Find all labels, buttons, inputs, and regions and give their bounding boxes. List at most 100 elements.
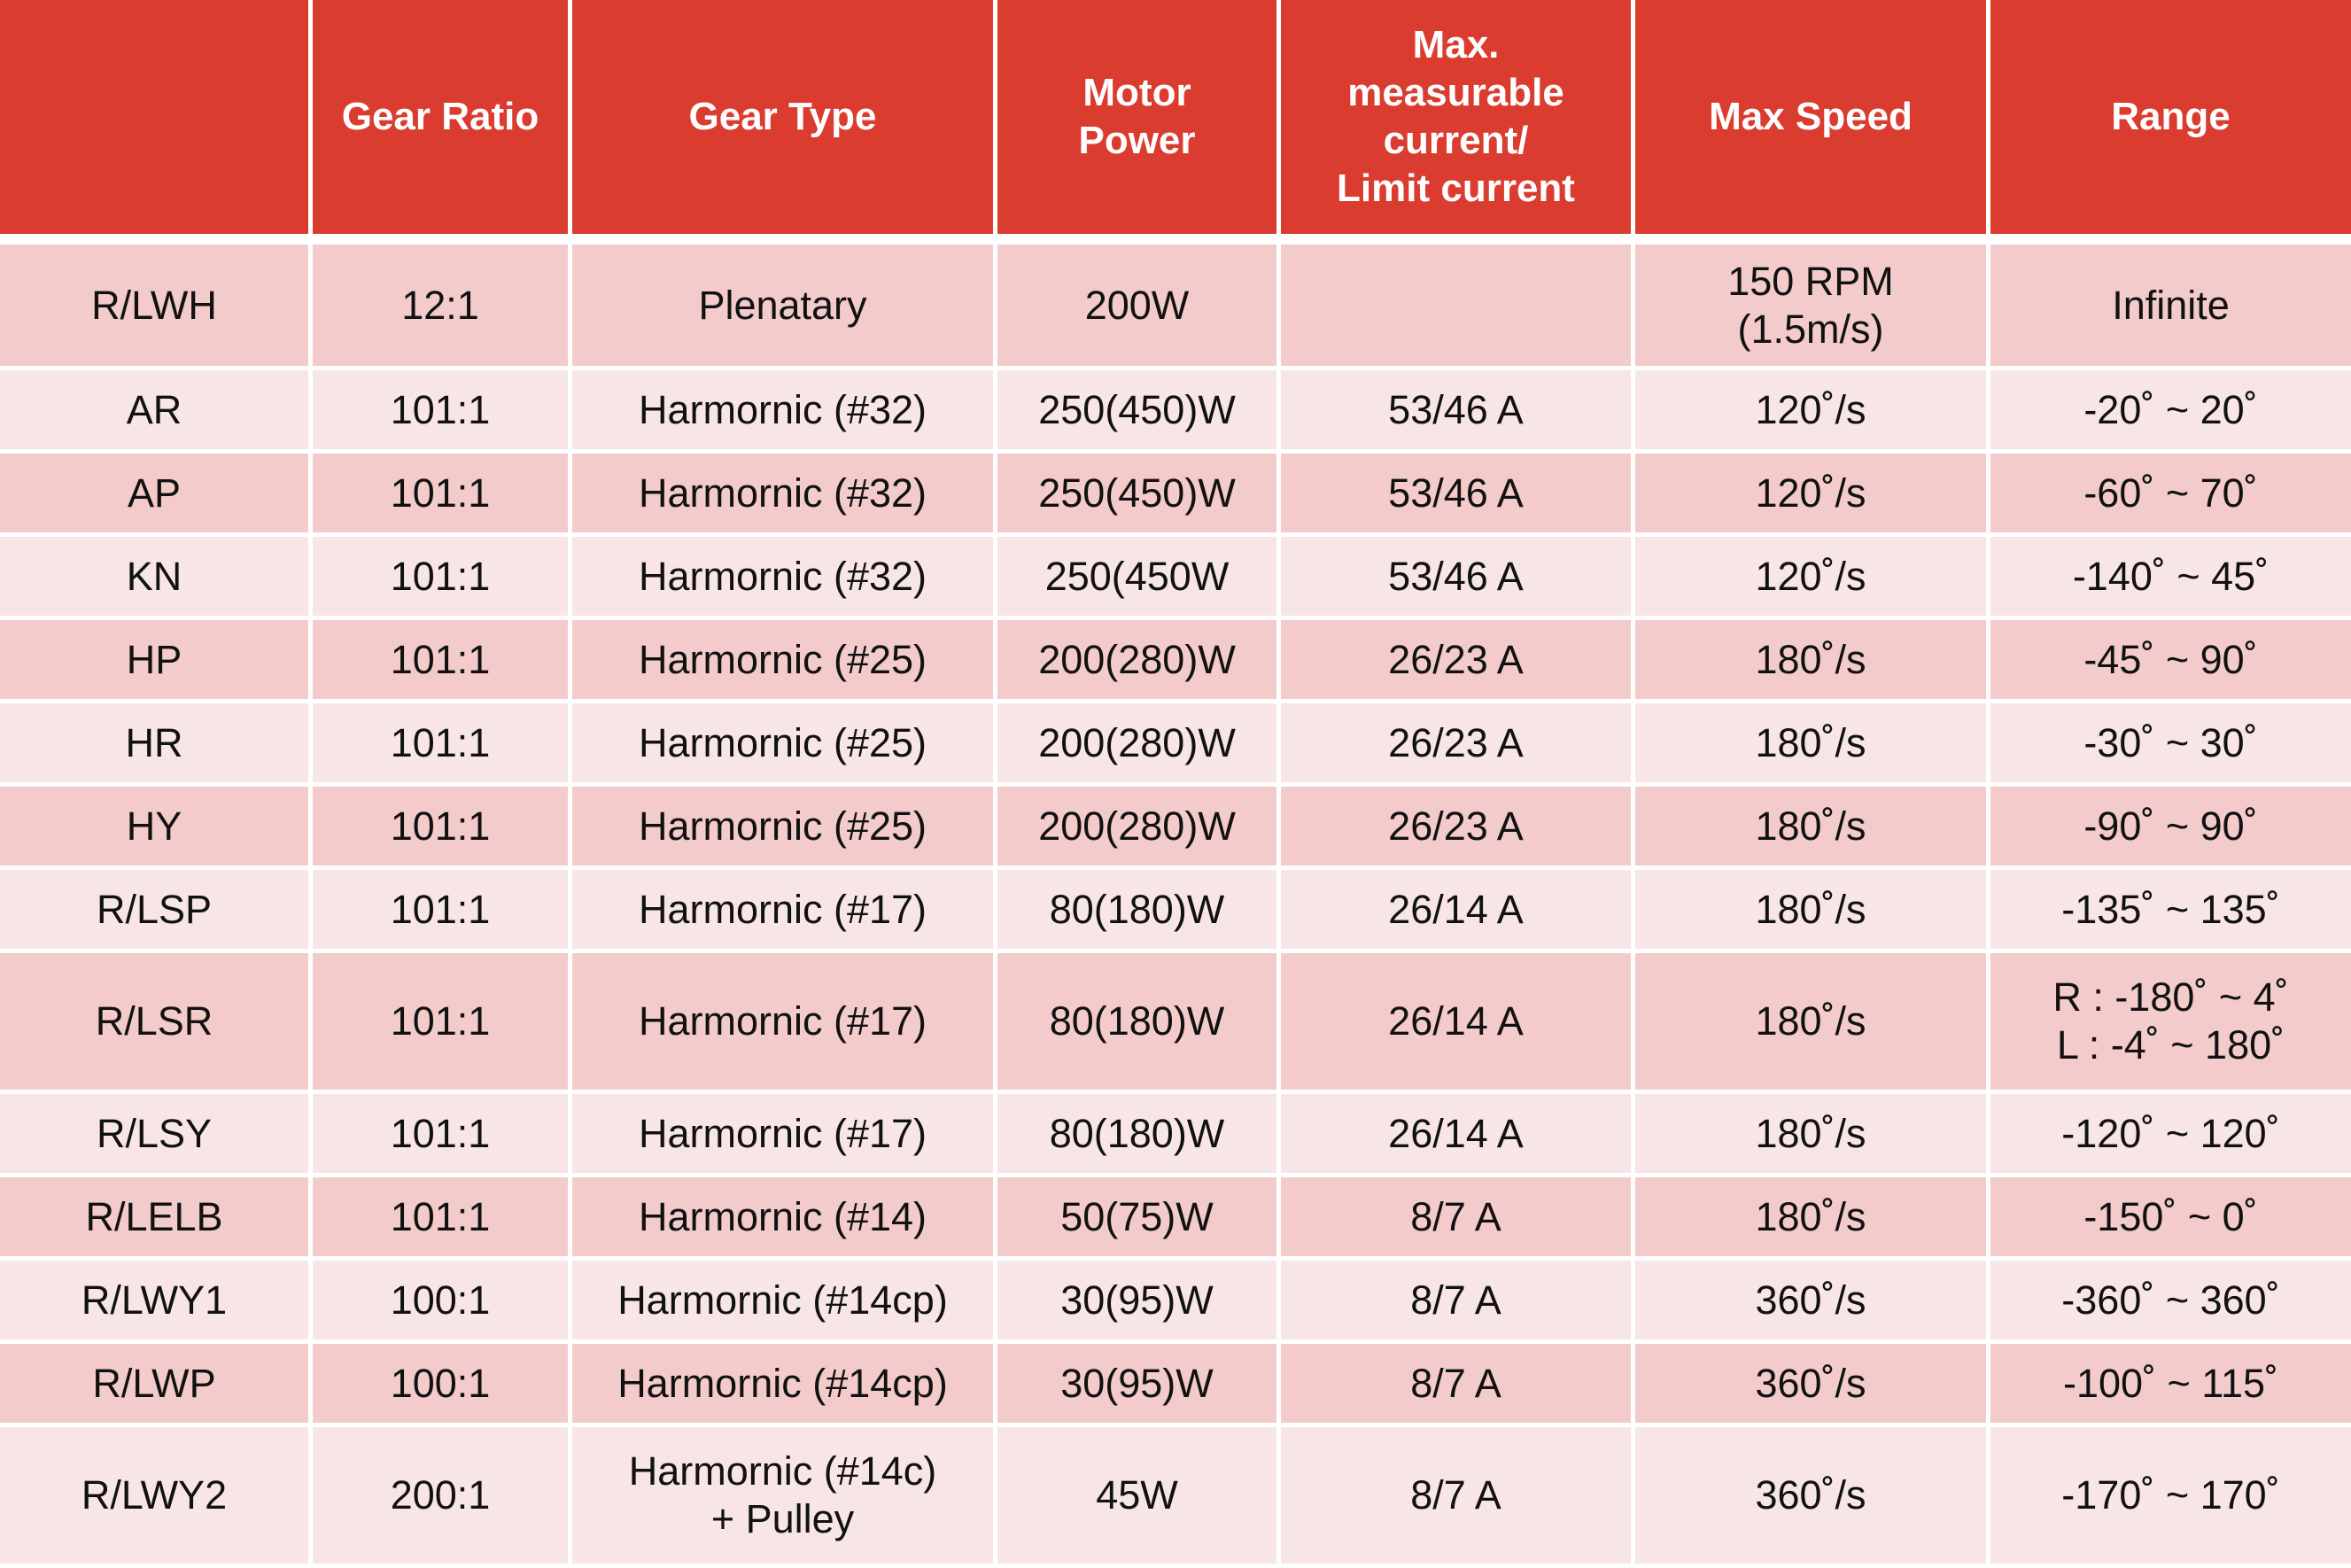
cell-range: -30˚ ~ 30˚ bbox=[1990, 703, 2351, 787]
cell-gear-ratio: 100:1 bbox=[313, 1261, 572, 1344]
cell-range: Infinite bbox=[1990, 245, 2351, 370]
table-row: R/LSP 101:1 Harmornic (#17) 80(180)W 26/14 A… bbox=[0, 870, 2351, 953]
table-row: HP 101:1 Harmornic (#25) 200(280)W 26/23 A 18… bbox=[0, 620, 2351, 703]
header-range: Range bbox=[1990, 0, 2351, 245]
header-joint bbox=[0, 0, 313, 245]
cell-range: R : -180˚ ~ 4˚ L : -4˚ ~ 180˚ bbox=[1990, 953, 2351, 1094]
cell-current: 26/23 A bbox=[1281, 620, 1635, 703]
cell-max-speed: 360˚/s bbox=[1635, 1427, 1990, 1568]
cell-joint: R/LSY bbox=[0, 1094, 313, 1177]
cell-gear-ratio: 100:1 bbox=[313, 1344, 572, 1427]
cell-gear-type: Harmornic (#14cp) bbox=[572, 1344, 997, 1427]
cell-gear-ratio: 101:1 bbox=[313, 454, 572, 537]
cell-range: -360˚ ~ 360˚ bbox=[1990, 1261, 2351, 1344]
table-row: R/LWY2 200:1 Harmornic (#14c) + Pulley 45W 8… bbox=[0, 1427, 2351, 1568]
cell-gear-ratio: 101:1 bbox=[313, 370, 572, 454]
cell-gear-type: Harmornic (#32) bbox=[572, 454, 997, 537]
cell-range: -100˚ ~ 115˚ bbox=[1990, 1344, 2351, 1427]
table-header: Gear Ratio Gear Type Motor Power Max. measu… bbox=[0, 0, 2351, 245]
header-motor-power: Motor Power bbox=[997, 0, 1281, 245]
cell-joint: HR bbox=[0, 703, 313, 787]
cell-gear-type: Plenatary bbox=[572, 245, 997, 370]
cell-motor-power: 30(95)W bbox=[997, 1344, 1281, 1427]
cell-current: 8/7 A bbox=[1281, 1427, 1635, 1568]
cell-joint: AP bbox=[0, 454, 313, 537]
cell-current: 8/7 A bbox=[1281, 1261, 1635, 1344]
cell-range: -20˚ ~ 20˚ bbox=[1990, 370, 2351, 454]
cell-range: -60˚ ~ 70˚ bbox=[1990, 454, 2351, 537]
cell-gear-type: Harmornic (#32) bbox=[572, 370, 997, 454]
header-gear-ratio: Gear Ratio bbox=[313, 0, 572, 245]
cell-motor-power: 250(450)W bbox=[997, 454, 1281, 537]
cell-current: 26/23 A bbox=[1281, 703, 1635, 787]
table-row: HY 101:1 Harmornic (#25) 200(280)W 26/23 A 18… bbox=[0, 787, 2351, 870]
header-max-speed: Max Speed bbox=[1635, 0, 1990, 245]
cell-motor-power: 50(75)W bbox=[997, 1177, 1281, 1261]
table-body: R/LWH 12:1 Plenatary 200W 150 RPM (1.5m/s) In… bbox=[0, 245, 2351, 1568]
table-row: AP 101:1 Harmornic (#32) 250(450)W 53/46 A 12… bbox=[0, 454, 2351, 537]
cell-motor-power: 30(95)W bbox=[997, 1261, 1281, 1344]
cell-current: 26/14 A bbox=[1281, 870, 1635, 953]
cell-joint: R/LWP bbox=[0, 1344, 313, 1427]
cell-max-speed: 360˚/s bbox=[1635, 1344, 1990, 1427]
cell-current bbox=[1281, 245, 1635, 370]
cell-joint: R/LSR bbox=[0, 953, 313, 1094]
cell-gear-ratio: 12:1 bbox=[313, 245, 572, 370]
cell-joint: R/LWY1 bbox=[0, 1261, 313, 1344]
cell-current: 53/46 A bbox=[1281, 370, 1635, 454]
cell-gear-type: Harmornic (#25) bbox=[572, 703, 997, 787]
cell-max-speed: 150 RPM (1.5m/s) bbox=[1635, 245, 1990, 370]
cell-motor-power: 45W bbox=[997, 1427, 1281, 1568]
cell-current: 53/46 A bbox=[1281, 537, 1635, 620]
cell-max-speed: 360˚/s bbox=[1635, 1261, 1990, 1344]
cell-joint: R/LWY2 bbox=[0, 1427, 313, 1568]
cell-motor-power: 200(280)W bbox=[997, 787, 1281, 870]
cell-max-speed: 180˚/s bbox=[1635, 787, 1990, 870]
cell-current: 8/7 A bbox=[1281, 1344, 1635, 1427]
cell-motor-power: 80(180)W bbox=[997, 953, 1281, 1094]
cell-max-speed: 180˚/s bbox=[1635, 953, 1990, 1094]
header-current: Max. measurable current/ Limit current bbox=[1281, 0, 1635, 245]
cell-gear-type: Harmornic (#14cp) bbox=[572, 1261, 997, 1344]
cell-range: -120˚ ~ 120˚ bbox=[1990, 1094, 2351, 1177]
cell-gear-ratio: 101:1 bbox=[313, 787, 572, 870]
cell-current: 26/23 A bbox=[1281, 787, 1635, 870]
cell-range: -150˚ ~ 0˚ bbox=[1990, 1177, 2351, 1261]
cell-gear-ratio: 101:1 bbox=[313, 620, 572, 703]
cell-range: -170˚ ~ 170˚ bbox=[1990, 1427, 2351, 1568]
cell-max-speed: 180˚/s bbox=[1635, 870, 1990, 953]
cell-current: 26/14 A bbox=[1281, 953, 1635, 1094]
table-row: AR 101:1 Harmornic (#32) 250(450)W 53/46 A 12… bbox=[0, 370, 2351, 454]
table-row: R/LELB 101:1 Harmornic (#14) 50(75)W 8/7 A 18… bbox=[0, 1177, 2351, 1261]
cell-joint: HY bbox=[0, 787, 313, 870]
cell-motor-power: 200W bbox=[997, 245, 1281, 370]
cell-gear-type: Harmornic (#17) bbox=[572, 870, 997, 953]
cell-max-speed: 180˚/s bbox=[1635, 1177, 1990, 1261]
cell-current: 26/14 A bbox=[1281, 1094, 1635, 1177]
cell-motor-power: 80(180)W bbox=[997, 870, 1281, 953]
cell-gear-ratio: 101:1 bbox=[313, 1094, 572, 1177]
cell-motor-power: 80(180)W bbox=[997, 1094, 1281, 1177]
cell-gear-type: Harmornic (#14c) + Pulley bbox=[572, 1427, 997, 1568]
cell-gear-ratio: 101:1 bbox=[313, 1177, 572, 1261]
table-row: HR 101:1 Harmornic (#25) 200(280)W 26/23 A 18… bbox=[0, 703, 2351, 787]
cell-gear-type: Harmornic (#14) bbox=[572, 1177, 997, 1261]
cell-gear-type: Harmornic (#32) bbox=[572, 537, 997, 620]
cell-gear-type: Harmornic (#25) bbox=[572, 787, 997, 870]
cell-gear-ratio: 101:1 bbox=[313, 953, 572, 1094]
cell-gear-ratio: 101:1 bbox=[313, 537, 572, 620]
cell-gear-type: Harmornic (#17) bbox=[572, 953, 997, 1094]
header-row: Gear Ratio Gear Type Motor Power Max. measu… bbox=[0, 0, 2351, 245]
cell-max-speed: 120˚/s bbox=[1635, 454, 1990, 537]
table-row: R/LWY1 100:1 Harmornic (#14cp) 30(95)W 8/7 A… bbox=[0, 1261, 2351, 1344]
cell-motor-power: 200(280)W bbox=[997, 620, 1281, 703]
cell-gear-ratio: 101:1 bbox=[313, 870, 572, 953]
cell-motor-power: 200(280)W bbox=[997, 703, 1281, 787]
cell-range: -90˚ ~ 90˚ bbox=[1990, 787, 2351, 870]
cell-motor-power: 250(450W bbox=[997, 537, 1281, 620]
cell-max-speed: 120˚/s bbox=[1635, 370, 1990, 454]
cell-gear-type: Harmornic (#25) bbox=[572, 620, 997, 703]
cell-joint: HP bbox=[0, 620, 313, 703]
table-row: KN 101:1 Harmornic (#32) 250(450W 53/46 A 120… bbox=[0, 537, 2351, 620]
